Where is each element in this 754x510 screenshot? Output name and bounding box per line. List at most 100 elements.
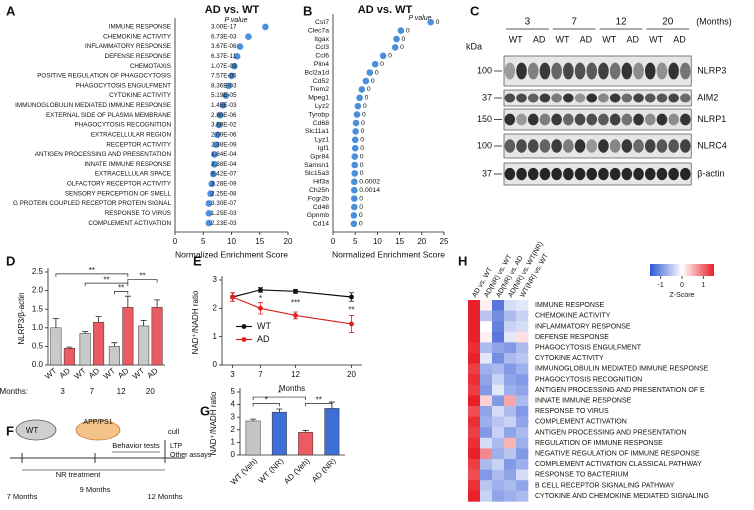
- heatmap-cell: [468, 384, 481, 396]
- dot: [205, 219, 213, 227]
- point: [258, 287, 263, 293]
- category-label: RECEPTOR ACTIVITY: [106, 141, 171, 148]
- blot-band: [680, 167, 691, 181]
- p-value-label: 0: [406, 27, 410, 34]
- dot: [366, 69, 374, 76]
- blot-band: [656, 93, 668, 103]
- row-label: INNATE IMMUNE RESPONSE: [535, 398, 632, 405]
- heatmap-cell: [516, 459, 529, 470]
- heatmap-cell: [504, 459, 517, 470]
- row-label: CYTOKINE AND CHEMOKINE MEDIATED SIGNALIN…: [535, 493, 709, 500]
- heatmap-cell: [468, 459, 481, 470]
- heatmap-cell: [504, 469, 517, 481]
- heatmap-cell: [492, 480, 505, 492]
- row-label: DEFENSE RESPONSE: [535, 334, 609, 341]
- dot: [393, 35, 400, 43]
- blot-band: [504, 113, 516, 126]
- timeline: F WT APP/PS1 NR treatment Behavior tests…: [6, 419, 212, 501]
- category-label: Fcgr2b: [308, 195, 329, 202]
- heatmap-cell: [516, 374, 529, 386]
- bar: [79, 333, 91, 366]
- panel-label: D: [6, 253, 15, 268]
- significance-label: *: [265, 395, 268, 404]
- month-label: 20: [662, 17, 674, 28]
- significance-label: *: [278, 389, 281, 398]
- heatmap-cell: [468, 406, 481, 417]
- bar: [271, 411, 287, 456]
- heatmap-cell: [516, 427, 529, 439]
- x-tick-label: 20: [284, 237, 293, 246]
- blot-band: [551, 62, 562, 80]
- p-value-label: 0: [359, 212, 363, 219]
- heatmap-cell: [516, 416, 529, 428]
- panel-label: F: [6, 423, 14, 438]
- blot-band: [644, 93, 656, 103]
- p-value-label: 0: [388, 53, 392, 60]
- category-label: Gpnmb: [307, 212, 330, 219]
- blot-band: [598, 93, 609, 103]
- heatmap-cell: [492, 342, 505, 354]
- x-tick-label: 15: [255, 237, 264, 246]
- point: [230, 294, 235, 300]
- error-bar: [66, 346, 73, 349]
- blot-band: [527, 139, 539, 153]
- x-tick-label: AD: [58, 366, 72, 380]
- blot-band: [551, 93, 562, 103]
- month-label: 12: [615, 17, 627, 28]
- point: [349, 321, 354, 327]
- x-tick-label: 20: [347, 370, 356, 379]
- p-value-title: P value: [224, 17, 247, 24]
- row-label: INFLAMMATORY RESPONSE: [535, 323, 631, 330]
- dot: [351, 170, 359, 177]
- protein-label: NLRP1: [697, 114, 726, 124]
- dot: [211, 151, 218, 158]
- bar: [324, 408, 340, 456]
- protein-label: NLRP3: [697, 65, 726, 75]
- heatmap-cell: [480, 459, 493, 470]
- p-value-label: 0: [362, 111, 366, 118]
- chart-title: AD vs. WT: [205, 4, 260, 16]
- p-value-label: 8.36E-03: [211, 82, 237, 89]
- blot-band: [551, 113, 562, 126]
- heatmap-cell: [504, 406, 517, 417]
- row-label: REGULATION OF IMMUNE RESPONSE: [535, 440, 663, 447]
- p-value-label: 7.57E-05: [211, 73, 237, 80]
- category-label: COMPLEMENT ACTIVATION: [88, 220, 171, 227]
- heatmap-cell: [468, 416, 481, 428]
- x-tick-label: 0: [173, 237, 178, 246]
- heatmap-cell: [492, 363, 505, 375]
- blot-band: [668, 62, 679, 80]
- panel-label: A: [6, 3, 16, 18]
- p-value-label: 3.60E-02: [211, 122, 237, 129]
- p-value-label: 0: [360, 170, 364, 177]
- bar: [151, 307, 163, 366]
- heatmap-cell: [504, 374, 517, 386]
- x-tick-label: 3: [230, 370, 235, 379]
- category-label: Ch25h: [309, 187, 329, 194]
- assay-label: Other assays: [170, 452, 212, 459]
- heatmap-cell: [468, 448, 481, 460]
- dot: [391, 44, 399, 51]
- heatmap-cell: [492, 448, 505, 460]
- heatmap-cell: [492, 395, 505, 407]
- line: [232, 289, 352, 298]
- category-label: Bcl2a1d: [304, 69, 329, 76]
- heatmap-cell: [468, 427, 481, 439]
- p-value-label: 3.00E-17: [211, 24, 237, 31]
- panel-label: B: [303, 3, 312, 18]
- p-value-label: 0: [363, 103, 367, 110]
- dot: [351, 203, 358, 211]
- x-tick-label: 5: [353, 237, 358, 246]
- heatmap-cell: [504, 480, 517, 492]
- protein-label: NLRC4: [697, 140, 727, 150]
- heatmap-cell: [480, 406, 493, 417]
- x-tick-label: WT (NR): [257, 456, 286, 485]
- significance-label: ***: [291, 298, 300, 307]
- heatmap-cell: [480, 384, 493, 396]
- category-label: INNATE IMMUNE RESPONSE: [84, 161, 171, 168]
- blot-band: [609, 167, 621, 181]
- significance-bracket: [114, 290, 129, 295]
- bar: [93, 321, 105, 366]
- dot: [397, 27, 405, 34]
- dot: [379, 52, 387, 60]
